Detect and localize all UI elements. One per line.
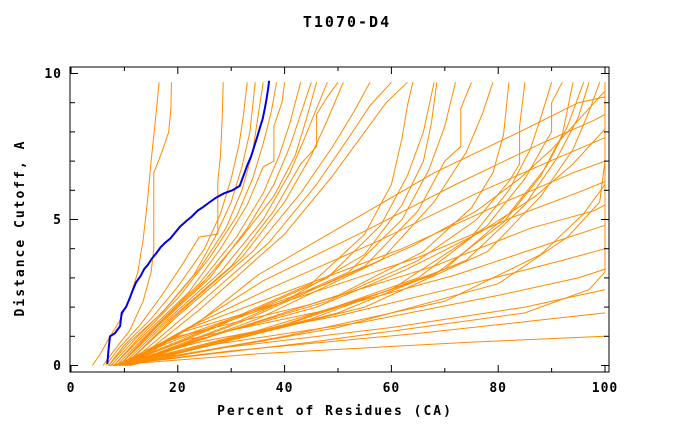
model-curve [118,82,312,366]
model-curve [105,82,224,366]
model-curve [113,289,606,366]
model-curve [126,82,472,366]
y-tick-label: 10 [44,67,62,82]
model-curve [126,82,574,366]
model-curve [129,82,590,366]
model-curve [118,82,318,366]
model-curve [118,82,414,366]
model-curve [91,82,160,366]
x-axis-label: Percent of Residues (CA) [217,404,453,419]
model-curve [113,82,606,366]
model-curve [108,335,606,366]
model-curves-group [91,80,606,366]
x-tick-label: 60 [383,381,401,396]
model-curve [129,96,606,366]
model-curve [110,312,606,366]
model-curve [116,90,606,366]
highlighted-model-curve [106,80,271,365]
model-curve [121,82,339,366]
x-tick-label: 0 [67,381,76,396]
y-axis-label: Distance Cutoff, A [13,140,28,317]
model-curve [126,81,392,366]
model-curve [118,128,606,366]
model-curve [129,82,494,366]
x-tick-label: 100 [592,381,618,396]
model-curve [118,224,606,366]
model-curve [116,82,302,366]
model-curve [121,82,526,366]
model-curve [108,82,248,366]
model-curve [113,82,286,366]
model-curve [102,82,172,366]
x-tick-label: 40 [276,381,294,396]
chart-title: T1070-D4 [303,13,391,31]
axis-ticks-group [70,67,609,372]
model-curve [118,82,328,366]
model-curve [113,82,438,366]
model-curve [108,82,256,366]
y-tick-label: 5 [53,213,62,228]
model-curve [110,82,264,366]
model-curve [116,248,606,366]
y-tick-label: 0 [53,359,62,374]
model-curve [124,82,344,366]
model-curve [124,82,456,366]
model-curve [124,82,371,366]
x-tick-label: 20 [169,381,187,396]
x-tick-label: 80 [489,381,507,396]
model-curve [113,268,606,366]
model-curve [129,82,601,366]
model-curve [113,82,278,366]
tick-labels-group: 0 20 40 60 80 100 0 5 10 [44,67,618,396]
model-curve [119,82,606,366]
model-curve [129,81,408,366]
model-curve [118,204,606,366]
